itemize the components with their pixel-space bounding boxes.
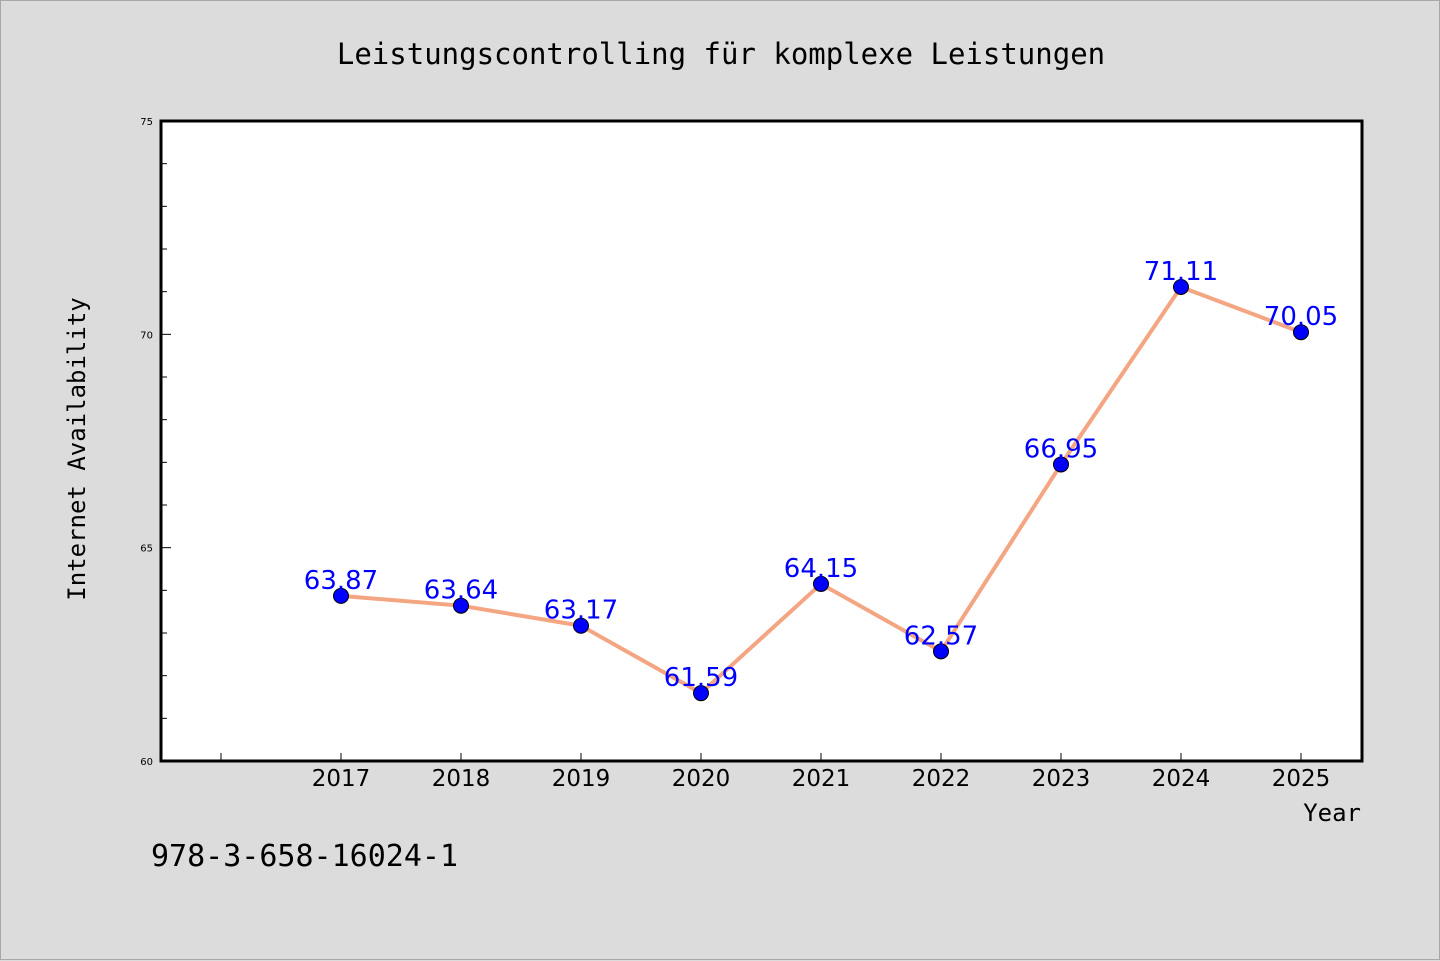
data-point (693, 685, 709, 702)
isbn-label: 978-3-658-16024-1 (151, 839, 458, 874)
x-tick-label: 2021 (792, 766, 851, 792)
x-tick-label: 2023 (1032, 766, 1091, 792)
x-tick-label: 2024 (1152, 766, 1211, 792)
y-tick-label: 75 (140, 117, 153, 128)
plot-area (159, 119, 1364, 763)
data-point (813, 575, 829, 592)
y-tick-label: 60 (140, 757, 153, 768)
data-point (1293, 324, 1309, 341)
x-tick-label: 2022 (912, 766, 971, 792)
data-label: 66.95 (1024, 434, 1098, 464)
y-axis-label: Internet Availability (63, 297, 91, 600)
data-label: 64.15 (784, 554, 858, 584)
x-tick-label: 2018 (432, 766, 491, 792)
x-axis-label: Year (1303, 799, 1361, 827)
data-label: 61.59 (664, 663, 738, 693)
chart-title: Leistungscontrolling für komplexe Leistu… (337, 37, 1105, 71)
y-axis: 60 65 70 75 (140, 117, 171, 768)
data-point (573, 617, 589, 634)
x-tick-label: 2017 (312, 766, 371, 792)
data-point (933, 643, 949, 660)
data-label: 71.11 (1144, 257, 1218, 287)
data-point (333, 587, 349, 604)
data-point (453, 597, 469, 614)
data-point (1053, 456, 1069, 473)
data-label: 62.57 (904, 621, 978, 651)
y-tick-label: 65 (140, 544, 153, 555)
data-label: 63.17 (544, 596, 618, 626)
x-tick-label: 2020 (672, 766, 731, 792)
x-axis: 2017 2018 2019 2020 2021 2022 2023 2024 2025 (220, 753, 1331, 792)
y-tick-label: 70 (140, 330, 153, 341)
x-tick-label: 2019 (552, 766, 611, 792)
series: 63.87 63.64 63.17 61.59 64.15 62.57 66.95 71.11… (304, 257, 1338, 702)
data-point (1173, 278, 1189, 295)
data-label: 70.05 (1264, 302, 1338, 332)
data-label: 63.87 (304, 566, 378, 596)
data-label: 63.64 (424, 576, 498, 606)
x-tick-label: 2025 (1272, 766, 1331, 792)
